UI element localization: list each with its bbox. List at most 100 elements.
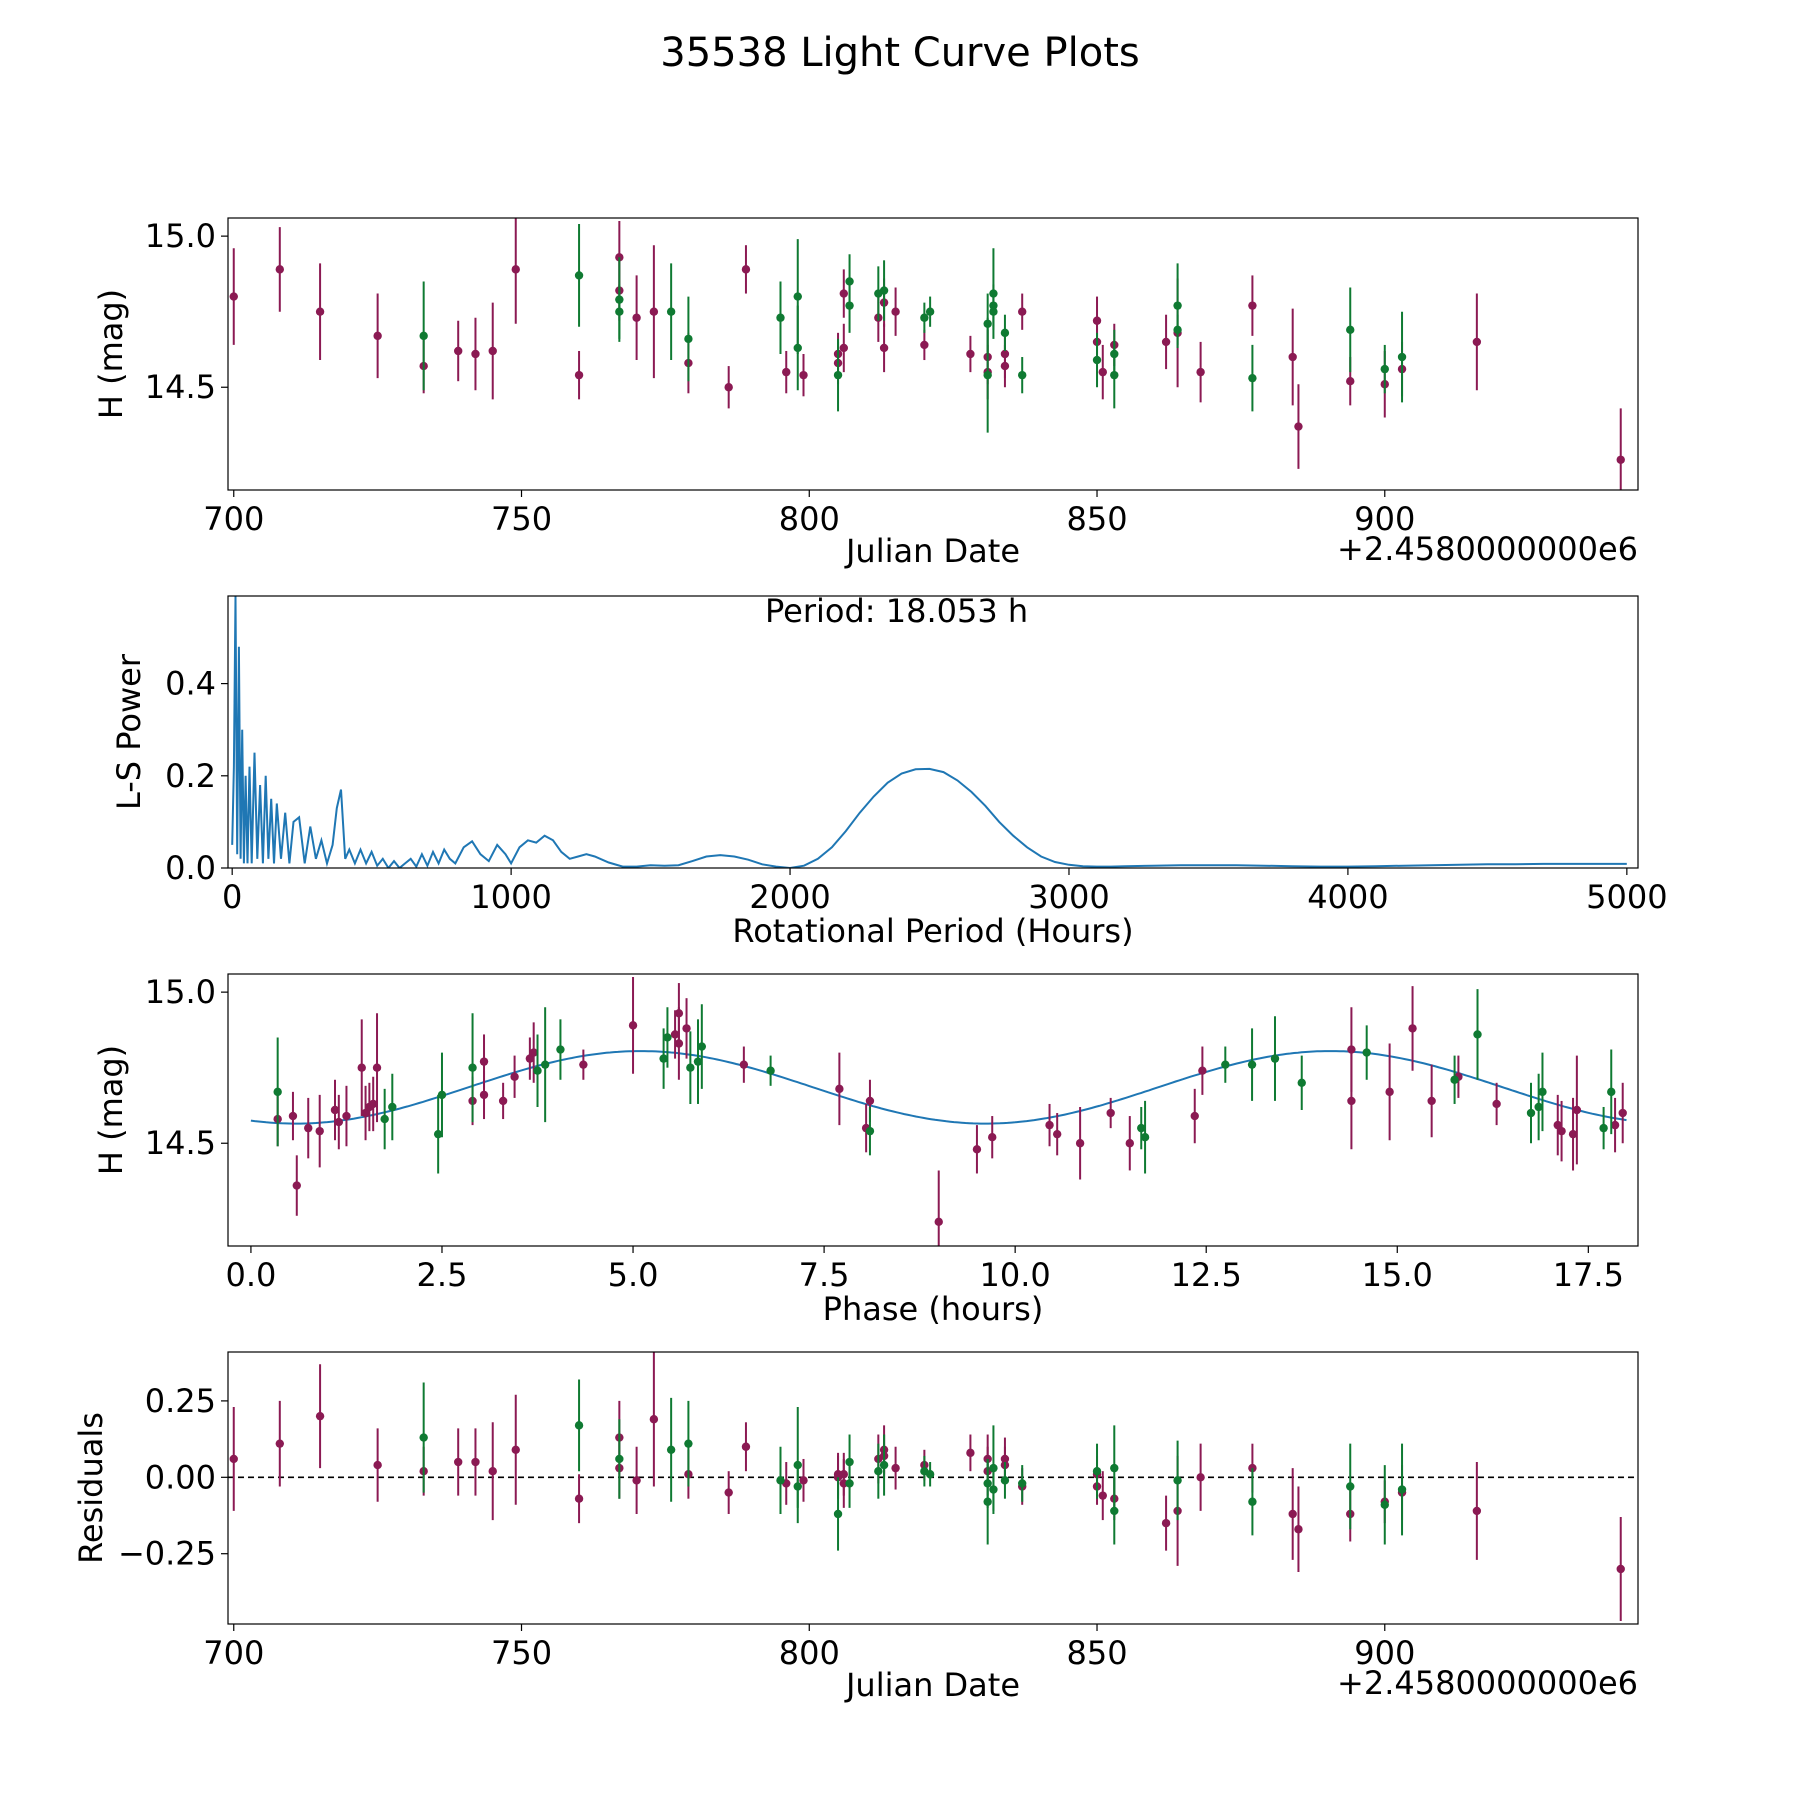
phase-green-point — [388, 1073, 397, 1141]
light-curve-red-point — [799, 354, 808, 397]
residuals-green-point — [1173, 1440, 1182, 1521]
residuals-red-point — [966, 1434, 975, 1472]
sinusoid-fit-curve — [250, 1050, 1627, 1125]
data-marker — [1534, 1102, 1543, 1112]
data-marker — [579, 1060, 588, 1069]
data-marker — [1492, 1099, 1501, 1109]
residuals-red-point — [1161, 1495, 1171, 1551]
light-curve-red-point — [488, 302, 497, 400]
phase-red-point — [315, 1094, 324, 1168]
phase-red-point — [1347, 1052, 1356, 1150]
light-curve-red-point — [839, 323, 848, 373]
phase-ytick-label: 15.0 — [145, 973, 216, 1011]
residuals-green-point — [419, 1382, 428, 1493]
periodogram-line — [231, 596, 1627, 868]
phase-ylabel: H (mag) — [92, 1045, 130, 1175]
residuals-green-point — [983, 1458, 992, 1545]
data-marker — [782, 367, 791, 377]
light-curve-red-point — [315, 263, 325, 361]
phase-red-point — [628, 977, 638, 1074]
data-marker — [1052, 1129, 1062, 1139]
data-marker — [684, 334, 693, 344]
data-marker — [1247, 1060, 1257, 1069]
phase-xtick-label: 15.0 — [1362, 1256, 1433, 1294]
phase-red-point — [1052, 1113, 1062, 1156]
phase-green-point — [766, 1055, 775, 1086]
light-curve-red-point — [1248, 275, 1257, 336]
phase-red-point — [682, 998, 691, 1059]
periodogram-panel: 0 1000 2000 3000 4000 5000 0.0 0.2 0.4 Period: … — [110, 592, 1668, 950]
light-curve-red-point — [1018, 293, 1027, 330]
data-marker — [879, 286, 889, 295]
residuals-ytick-label: 0.25 — [145, 1382, 216, 1420]
data-marker — [925, 307, 935, 316]
residuals-red-point — [574, 1474, 584, 1524]
residuals-data — [228, 1352, 1638, 1621]
phase-green-point — [273, 1037, 282, 1147]
data-marker — [1288, 352, 1297, 362]
residuals-red-point — [1472, 1462, 1482, 1560]
light-curve-red-point — [839, 269, 848, 318]
periodogram-xtick-label: 5000 — [1586, 878, 1667, 916]
light-curve-red-point — [782, 350, 791, 394]
data-marker — [865, 1096, 875, 1106]
light-curve-axes-frame — [227, 217, 1639, 491]
phase-red-point — [1557, 1100, 1566, 1162]
phase-red-point — [1427, 1064, 1436, 1138]
residuals-ylabel: Residuals — [72, 1412, 110, 1564]
residuals-red-point — [649, 1352, 659, 1487]
data-marker — [454, 346, 463, 356]
phase-red-point — [1408, 986, 1417, 1071]
phase-green-point — [663, 1007, 672, 1068]
light-curve-green-point — [1346, 287, 1355, 373]
data-marker — [471, 1457, 480, 1467]
data-marker — [666, 307, 676, 316]
data-marker — [632, 313, 641, 322]
data-marker — [511, 265, 520, 274]
data-marker — [989, 307, 998, 316]
residuals-green-point — [989, 1465, 998, 1514]
residuals-red-point — [1616, 1517, 1625, 1621]
light-curve-green-point — [419, 281, 428, 391]
light-curve-red-point — [891, 287, 900, 336]
light-curve-red-point — [1294, 384, 1303, 469]
residuals-ytick-label: 0.00 — [145, 1458, 216, 1496]
residuals-green-point — [793, 1465, 802, 1508]
data-marker — [972, 1145, 982, 1154]
data-marker — [793, 343, 802, 353]
residuals-plot-area — [228, 1352, 1638, 1621]
phase-x-ticks: 0.0 2.5 5.0 7.5 10.0 12.5 15.0 17.5 — [225, 1246, 1624, 1294]
data-marker — [1607, 1087, 1616, 1097]
data-marker — [891, 1463, 900, 1473]
light-curve-green-point — [793, 305, 802, 391]
phase-green-point — [533, 1034, 542, 1107]
residuals-x-ticks: 700 750 800 850 900 — [203, 1624, 1415, 1672]
data-marker — [874, 1466, 883, 1476]
phase-red-point — [1553, 1094, 1562, 1156]
data-marker — [1397, 352, 1407, 362]
phase-green-point — [437, 1052, 447, 1138]
data-marker — [1196, 367, 1205, 377]
residuals-panel: 700 750 800 850 900 0.25 0.00 −0.25 Julian Dat… — [72, 1351, 1639, 1704]
data-marker — [1018, 370, 1027, 380]
residuals-green-point — [925, 1462, 935, 1487]
data-marker — [628, 1021, 638, 1030]
residuals-red-point — [315, 1364, 325, 1469]
periodogram-xtick-label: 3000 — [1028, 878, 1109, 916]
light-curve-green-point — [879, 260, 889, 321]
data-marker — [925, 1470, 935, 1479]
data-marker — [1018, 1479, 1027, 1488]
light-curve-green-point — [845, 278, 854, 333]
data-marker — [670, 1030, 680, 1039]
data-marker — [1362, 1048, 1371, 1057]
light-curve-red-point — [879, 323, 889, 373]
data-marker — [1098, 1491, 1107, 1500]
light-curve-plot-area — [229, 218, 1625, 490]
phase-red-point — [1045, 1103, 1054, 1147]
light-curve-xtick-label: 700 — [203, 500, 264, 538]
residuals-red-point — [488, 1422, 497, 1521]
data-marker — [799, 1476, 808, 1485]
periodogram-xtick-label: 4000 — [1307, 878, 1388, 916]
residuals-red-point — [275, 1400, 284, 1487]
phase-green-point — [1526, 1082, 1536, 1144]
